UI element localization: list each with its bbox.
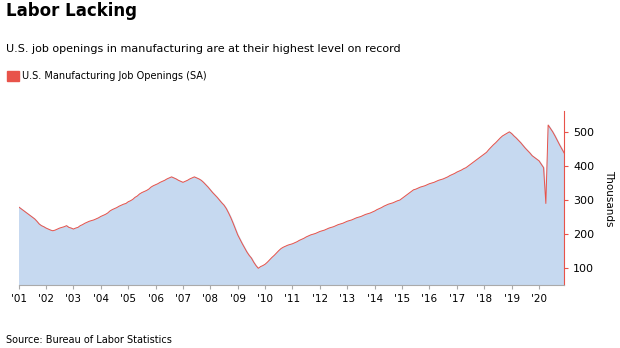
Y-axis label: Thousands: Thousands: [604, 170, 614, 227]
Text: Source: Bureau of Labor Statistics: Source: Bureau of Labor Statistics: [6, 334, 172, 345]
Text: U.S. job openings in manufacturing are at their highest level on record: U.S. job openings in manufacturing are a…: [6, 44, 401, 54]
Text: U.S. Manufacturing Job Openings (SA): U.S. Manufacturing Job Openings (SA): [22, 71, 207, 80]
Text: Labor Lacking: Labor Lacking: [6, 2, 137, 20]
